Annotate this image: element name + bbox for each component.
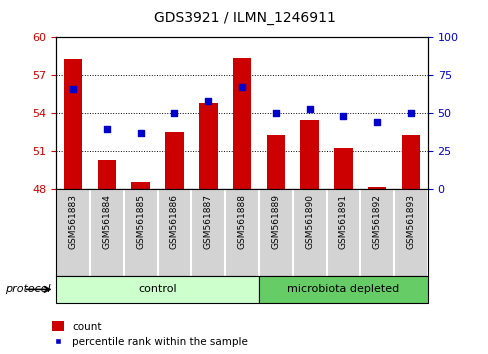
Text: GSM561893: GSM561893 — [406, 194, 415, 249]
Point — [103, 126, 111, 131]
Point — [305, 106, 313, 112]
Bar — [401, 135, 419, 189]
Text: GSM561888: GSM561888 — [237, 194, 246, 249]
Text: GDS3921 / ILMN_1246911: GDS3921 / ILMN_1246911 — [153, 11, 335, 25]
Text: GSM561887: GSM561887 — [203, 194, 212, 249]
Point — [271, 110, 279, 116]
Bar — [300, 120, 318, 189]
Text: GSM561885: GSM561885 — [136, 194, 145, 249]
Bar — [259, 276, 427, 303]
Text: GSM561884: GSM561884 — [102, 194, 111, 249]
Bar — [131, 182, 150, 189]
Legend: count, percentile rank within the sample: count, percentile rank within the sample — [52, 321, 248, 347]
Bar — [333, 148, 352, 189]
Text: microbiota depleted: microbiota depleted — [286, 284, 399, 295]
Bar — [64, 59, 82, 189]
Point — [69, 86, 77, 92]
Text: GSM561883: GSM561883 — [68, 194, 78, 249]
Text: GSM561886: GSM561886 — [170, 194, 179, 249]
Text: control: control — [138, 284, 177, 295]
Point — [204, 98, 212, 104]
Bar — [232, 58, 251, 189]
Bar — [98, 160, 116, 189]
Point — [170, 110, 178, 116]
Point — [372, 120, 380, 125]
Text: GSM561892: GSM561892 — [372, 194, 381, 249]
Bar — [165, 132, 183, 189]
Text: protocol: protocol — [5, 284, 50, 295]
Bar — [367, 188, 386, 189]
Bar — [266, 135, 285, 189]
Point — [137, 130, 144, 136]
Bar — [199, 103, 217, 189]
Text: GSM561891: GSM561891 — [338, 194, 347, 249]
Text: GSM561890: GSM561890 — [305, 194, 313, 249]
Point — [339, 114, 346, 119]
Point — [406, 110, 414, 116]
Bar — [56, 276, 259, 303]
Point — [238, 85, 245, 90]
Text: GSM561889: GSM561889 — [271, 194, 280, 249]
